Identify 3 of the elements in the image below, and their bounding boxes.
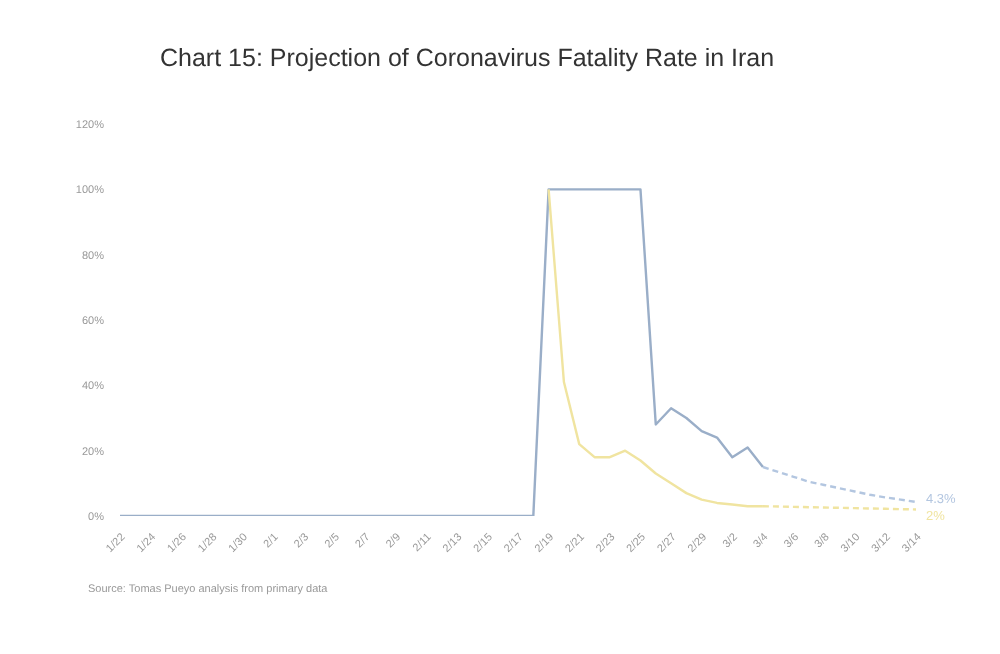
- chart-title: Chart 15: Projection of Coronavirus Fatality Rate in Iran: [160, 44, 775, 72]
- line-series: [120, 188, 765, 516]
- line-series: [761, 465, 916, 504]
